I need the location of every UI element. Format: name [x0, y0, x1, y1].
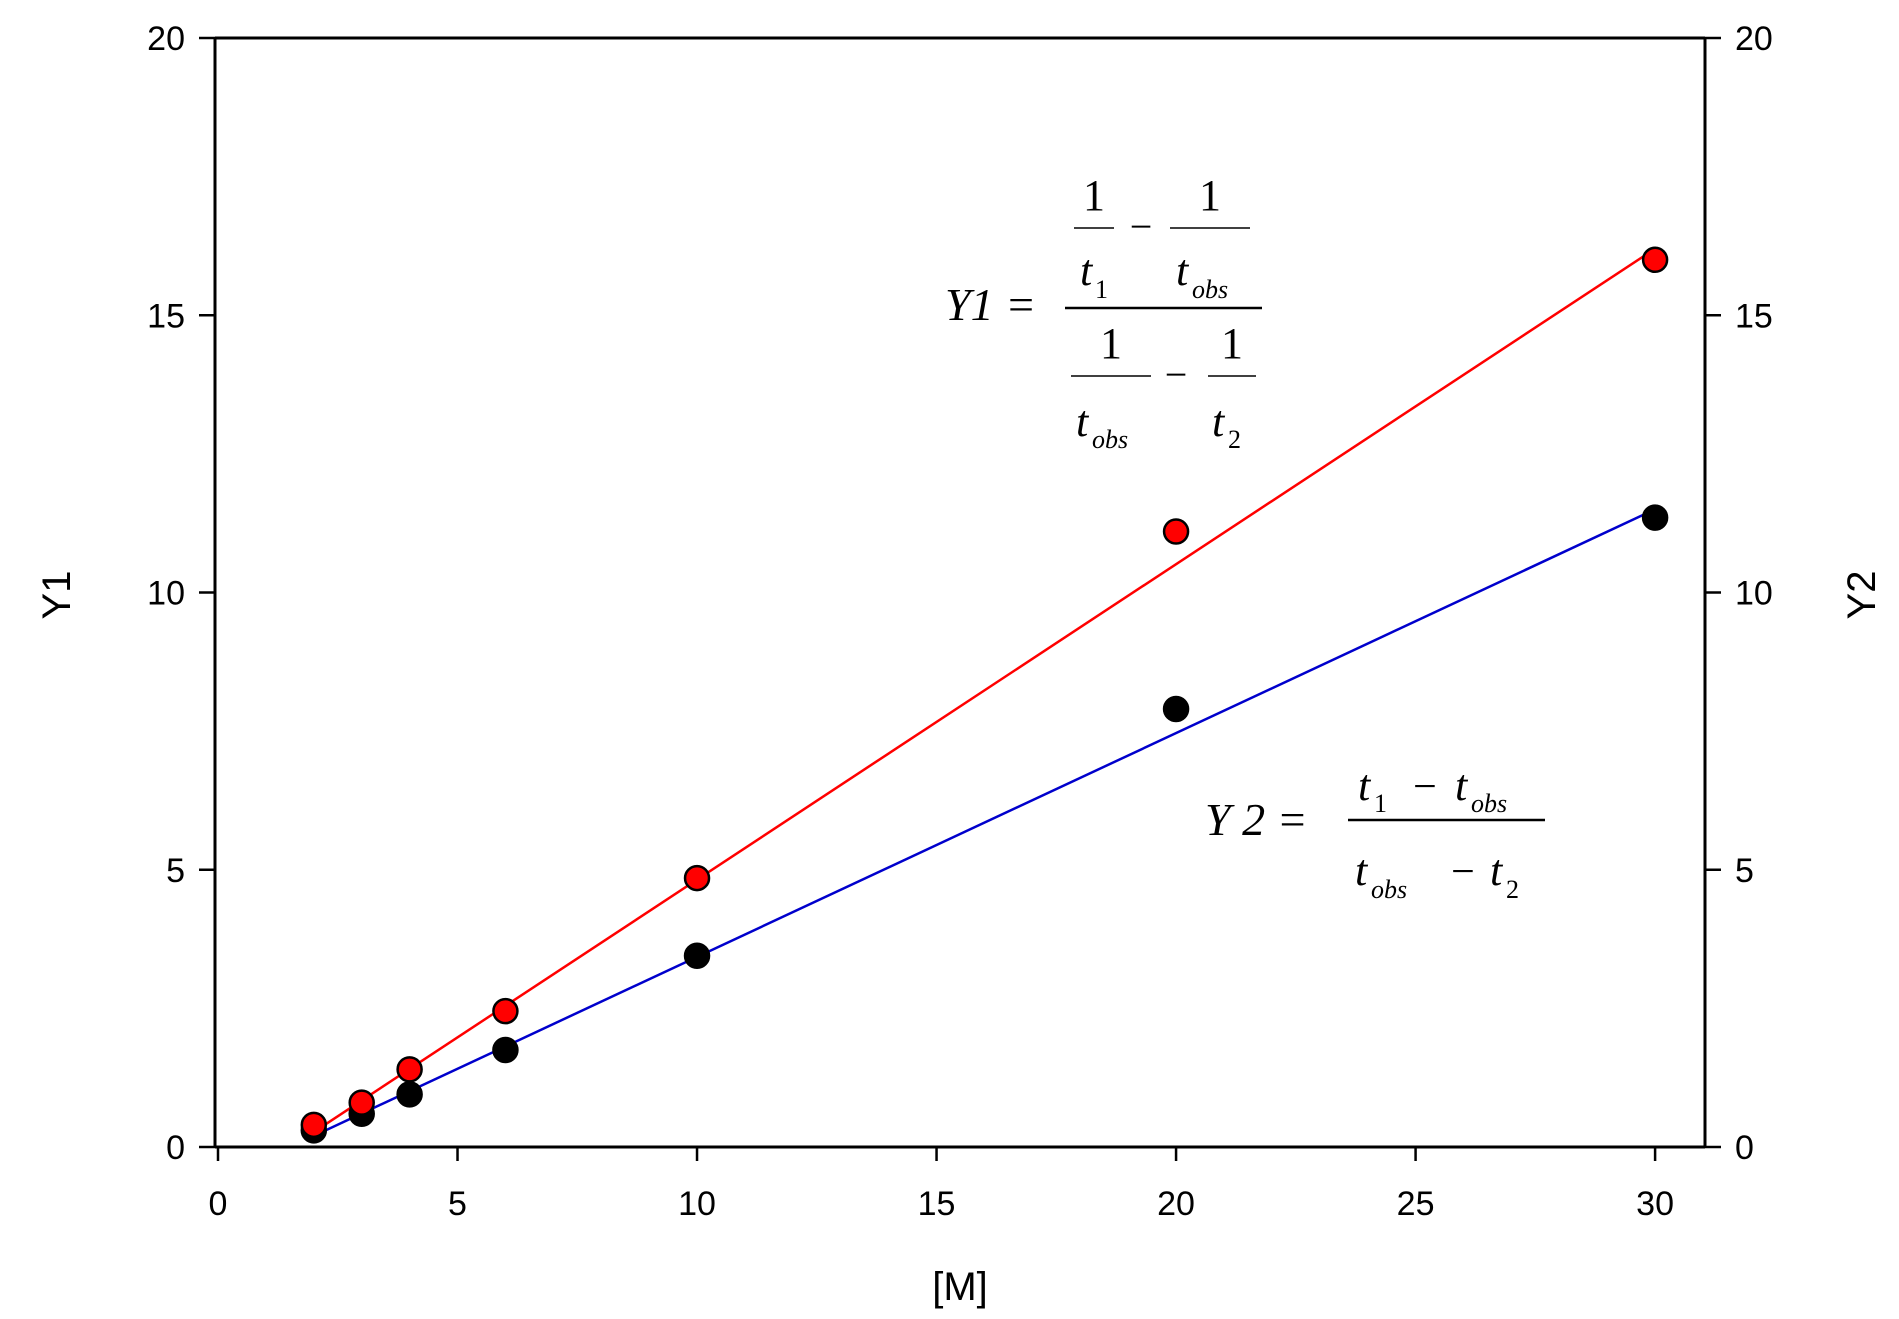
- y-tick-label: 10: [147, 575, 185, 613]
- data-points: [300, 246, 1669, 1144]
- point-y1: [1641, 246, 1669, 274]
- y1-equation: Y1 = 1 t 1 − 1 t obs 1 t obs − 1 t 2: [945, 171, 1262, 454]
- x-tick-label: 0: [209, 1185, 228, 1223]
- point-y2: [492, 1036, 519, 1064]
- y1-eq-num-minus: −: [1130, 204, 1153, 249]
- x-tick-label: 5: [448, 1185, 467, 1223]
- y-tick-label: 15: [147, 297, 185, 335]
- x-tick-label: 30: [1636, 1185, 1674, 1223]
- y2-tick-label: 5: [1735, 852, 1754, 890]
- y2-equation: Y 2 = t 1 − t obs t obs − t 2: [1205, 761, 1545, 904]
- y1-eq-num-right-bottom: t: [1176, 246, 1190, 295]
- point-y2: [683, 942, 711, 969]
- y2-eq-num-b: t: [1455, 761, 1469, 810]
- x-tick-label: 25: [1397, 1185, 1435, 1223]
- y1-eq-den-right-top: 1: [1221, 319, 1243, 368]
- y2-eq-num-a-sub: 1: [1374, 789, 1387, 818]
- y-axis-title: Y1: [35, 571, 79, 620]
- y1-eq-den-left-sub: obs: [1092, 425, 1128, 454]
- x-tick-label: 20: [1157, 1185, 1195, 1223]
- y1-eq-den-right-bottom: t: [1212, 397, 1226, 446]
- y2-eq-num-b-sub: obs: [1471, 789, 1507, 818]
- point-y1: [396, 1056, 423, 1083]
- x-axis-title: [M]: [932, 1265, 988, 1309]
- fit-line-y2: [313, 508, 1656, 1138]
- y2-tick-label: 15: [1735, 297, 1773, 335]
- y2-eq-den-b-sub: 2: [1506, 875, 1519, 904]
- y1-eq-den-right-sub: 2: [1228, 425, 1241, 454]
- y1-eq-den-minus: −: [1165, 352, 1188, 397]
- y-tick-label: 0: [166, 1129, 185, 1167]
- x-tick-label: 10: [678, 1185, 716, 1223]
- point-y1: [348, 1089, 375, 1116]
- y1-eq-num-left-sub: 1: [1095, 275, 1108, 304]
- fit-line-y1: [313, 247, 1656, 1134]
- y-tick-label: 20: [147, 20, 185, 58]
- y2-tick-label: 10: [1735, 575, 1773, 613]
- y1-eq-num-right-sub: obs: [1192, 275, 1228, 304]
- y2-eq-num-a: t: [1358, 761, 1372, 810]
- y1-eq-num-left-bottom: t: [1080, 246, 1094, 295]
- y2-tick-label: 0: [1735, 1129, 1754, 1167]
- point-y1: [300, 1111, 328, 1139]
- y2-eq-lhs: Y 2 =: [1205, 794, 1308, 845]
- y2-axis-title: Y2: [1840, 571, 1884, 620]
- point-y1: [683, 864, 711, 892]
- point-y1: [492, 997, 519, 1025]
- y2-eq-den-b: t: [1490, 846, 1504, 895]
- y1-eq-num-right-top: 1: [1199, 171, 1221, 220]
- y1-eq-lhs: Y1 =: [945, 279, 1036, 330]
- y2-eq-den-minus: −: [1451, 849, 1475, 895]
- y2-tick-label: 20: [1735, 20, 1773, 58]
- y1-eq-den-left-top: 1: [1100, 319, 1122, 368]
- y1-eq-den-left-bottom: t: [1076, 397, 1090, 446]
- point-y2: [1641, 504, 1669, 531]
- x-ticks: 0 5 10 15 20 25 30: [209, 1147, 1674, 1223]
- y2-eq-den-a: t: [1355, 846, 1369, 895]
- point-y2: [1162, 695, 1190, 723]
- y-tick-label: 5: [166, 852, 185, 890]
- fit-lines: [313, 247, 1656, 1138]
- point-y1: [1162, 518, 1190, 545]
- y-right-ticks: 0 5 10 15 20: [1705, 20, 1773, 1167]
- point-y2: [396, 1081, 423, 1108]
- y2-eq-num-minus: −: [1413, 764, 1437, 810]
- y1-eq-num-left-top: 1: [1083, 171, 1105, 220]
- y-left-ticks: 0 5 10 15 20: [147, 20, 215, 1167]
- x-tick-label: 15: [918, 1185, 956, 1223]
- y2-eq-den-a-sub: obs: [1371, 875, 1407, 904]
